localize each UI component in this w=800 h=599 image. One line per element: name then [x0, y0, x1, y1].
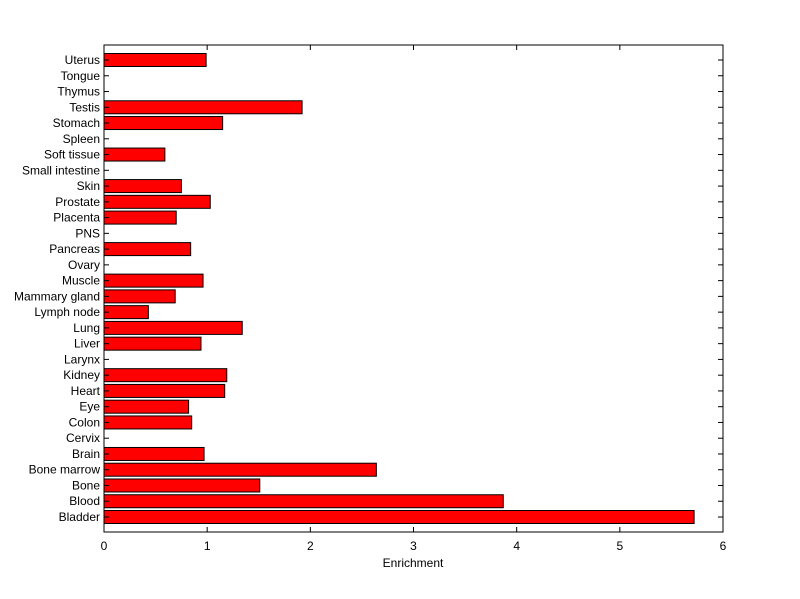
category-label: Liver: [74, 337, 100, 351]
category-label: Testis: [69, 100, 100, 114]
x-tick-label: 3: [410, 539, 417, 553]
category-label: Colon: [69, 415, 100, 429]
category-label: Bladder: [59, 510, 100, 524]
bar: [103, 53, 207, 67]
category-label: Bone: [72, 478, 100, 492]
category-label: Muscle: [62, 274, 100, 288]
bar: [103, 368, 228, 383]
category-label: Heart: [71, 384, 101, 398]
category-label: Bone marrow: [29, 463, 101, 477]
category-label: Ovary: [68, 258, 100, 272]
category-label: Spleen: [63, 132, 100, 146]
bar: [103, 194, 211, 209]
category-label: Uterus: [65, 53, 100, 67]
category-label: Eye: [79, 400, 100, 414]
category-label: Skin: [77, 179, 100, 193]
bars-group: [103, 53, 695, 524]
category-label: PNS: [75, 226, 100, 240]
bar: [103, 478, 261, 493]
x-axis-label: Enrichment: [383, 556, 444, 570]
category-label: Mammary gland: [14, 289, 100, 303]
bar: [103, 116, 224, 131]
bar: [103, 242, 192, 257]
x-tick-label: 6: [720, 539, 727, 553]
category-label: Tongue: [61, 69, 101, 83]
category-label: Stomach: [53, 116, 100, 130]
x-tick-label: 4: [513, 539, 520, 553]
bar: [103, 399, 190, 414]
category-label: Pancreas: [49, 242, 100, 256]
bar: [103, 289, 176, 304]
category-label: Blood: [69, 494, 100, 508]
category-label: Brain: [72, 447, 100, 461]
bar: [103, 179, 182, 194]
category-label: Lymph node: [34, 305, 100, 319]
category-label: Kidney: [63, 368, 100, 382]
category-label: Small intestine: [22, 163, 100, 177]
bar: [103, 336, 202, 351]
bar: [103, 383, 226, 398]
x-tick-label: 1: [204, 539, 211, 553]
x-tick-label: 0: [101, 539, 108, 553]
plot-frame: [103, 44, 724, 533]
x-tick-label: 2: [307, 539, 314, 553]
x-axis: 0 1 2 3 4 5 6: [101, 45, 727, 553]
bar: [103, 147, 166, 162]
bar: [103, 320, 243, 335]
bar: [103, 100, 303, 115]
bar: [103, 494, 504, 509]
x-tick-label: 5: [616, 539, 623, 553]
category-label: Lung: [73, 321, 100, 335]
category-label: Thymus: [57, 85, 100, 99]
bar: [103, 415, 193, 430]
bar: [103, 210, 177, 225]
category-label: Larynx: [64, 352, 100, 366]
bar: [103, 462, 377, 477]
bar: [103, 273, 204, 288]
category-label: Placenta: [53, 211, 100, 225]
category-label: Soft tissue: [44, 148, 100, 162]
bar: [103, 446, 205, 461]
category-label: Prostate: [55, 195, 100, 209]
bar: [103, 510, 695, 524]
bar: [103, 305, 149, 320]
category-label: Cervix: [66, 431, 100, 445]
